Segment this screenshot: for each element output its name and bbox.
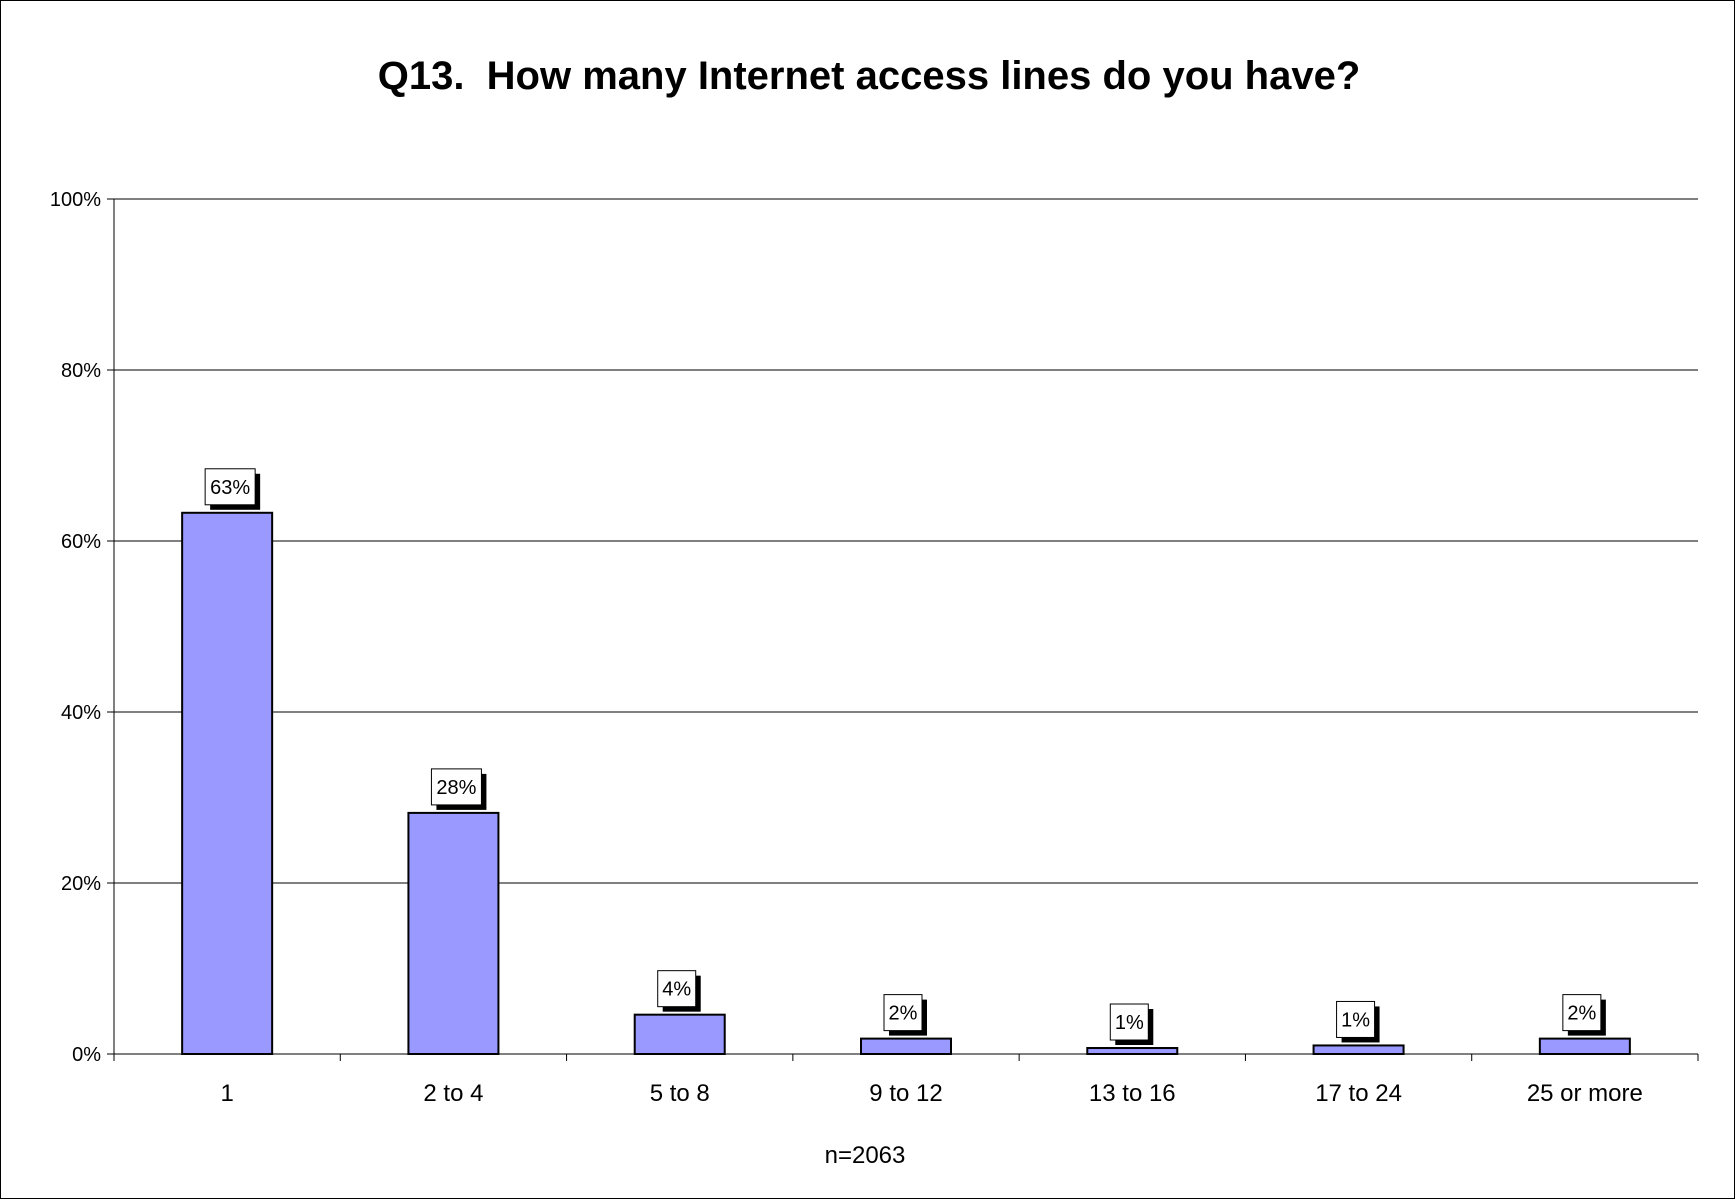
data-label-box — [204, 468, 256, 506]
data-label: 1% — [1115, 1012, 1144, 1034]
data-label-box — [1336, 1000, 1376, 1038]
bar — [860, 1037, 952, 1055]
data-label-box — [657, 970, 697, 1008]
axes — [113, 199, 1698, 1055]
data-label-box — [430, 768, 482, 806]
y-tick-label: 100% — [50, 189, 101, 211]
y-axis-ticks: 0% 20% 40% 60% 80% 100% — [50, 189, 114, 1066]
y-tick-label: 20% — [61, 873, 101, 895]
bar — [407, 811, 500, 1056]
x-tick-label: 9 to 12 — [869, 1080, 942, 1107]
bar — [1086, 1047, 1179, 1056]
data-label-box — [1109, 1003, 1149, 1041]
data-label: 63% — [210, 477, 250, 499]
data-labels: 63% 28% 4% 2% 1% 1% 2% — [204, 468, 1606, 1046]
bar — [1312, 1044, 1405, 1055]
data-label: 4% — [662, 979, 691, 1001]
x-tick-label: 13 to 16 — [1089, 1080, 1176, 1107]
x-tick-label: 25 or more — [1527, 1080, 1643, 1107]
bar — [181, 511, 274, 1056]
data-label: 2% — [1567, 1003, 1596, 1025]
bars — [181, 511, 1631, 1056]
x-tick-label: 1 — [220, 1080, 233, 1107]
data-label-box — [1562, 994, 1602, 1032]
x-tick-label: 5 to 8 — [650, 1080, 710, 1107]
data-label: 1% — [1341, 1009, 1370, 1031]
y-tick-label: 80% — [61, 360, 101, 382]
data-label: 28% — [436, 777, 476, 799]
gridlines — [114, 198, 1698, 884]
x-axis-ticks: 1 2 to 4 5 to 8 9 to 12 13 to 16 17 to 24 25 o… — [113, 1054, 1699, 1107]
y-tick-label: 0% — [72, 1044, 101, 1066]
y-tick-label: 60% — [61, 531, 101, 553]
data-label: 2% — [889, 1003, 918, 1025]
data-label-box — [883, 994, 923, 1032]
bar — [1538, 1037, 1631, 1055]
sample-size-note: n=2063 — [825, 1142, 906, 1169]
x-tick-label: 17 to 24 — [1315, 1080, 1402, 1107]
y-tick-label: 40% — [61, 702, 101, 724]
chart-title: Q13. How many Internet access lines do y… — [378, 54, 1361, 98]
x-tick-label: 2 to 4 — [423, 1080, 483, 1107]
bar — [633, 1013, 726, 1055]
